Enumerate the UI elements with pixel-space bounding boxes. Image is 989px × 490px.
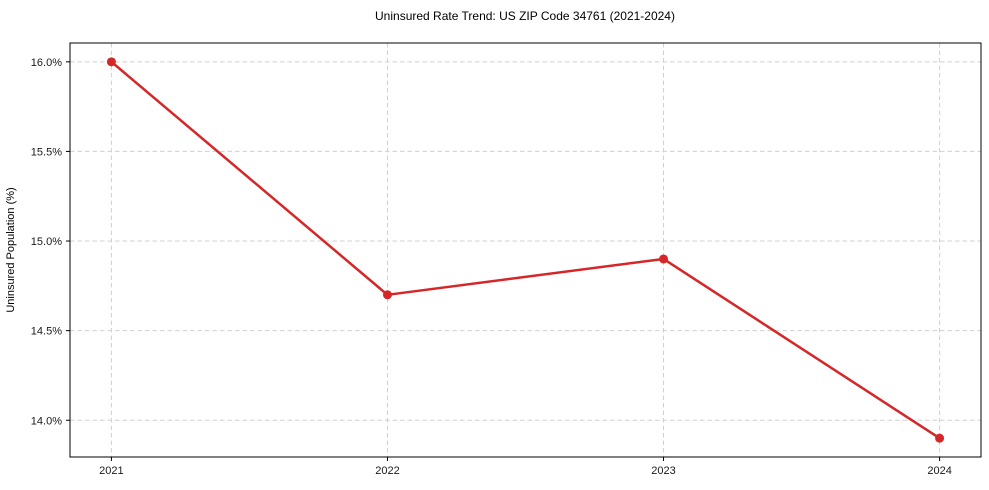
plot-border (69, 42, 982, 458)
axis-layer: 14.0% 14.5% 15.0% 15.5% 16.0% 2021 2022 2023 202… (31, 42, 982, 477)
y-axis-label: Uninsured Population (%) (5, 187, 17, 312)
data-point (106, 57, 116, 67)
x-tick-label: 2022 (375, 465, 399, 477)
data-point (659, 254, 669, 264)
y-tick-label: 15.0% (31, 236, 62, 248)
data-layer (106, 57, 945, 443)
chart-title: Uninsured Rate Trend: US ZIP Code 34761 … (375, 9, 675, 23)
x-tick-label: 2021 (99, 465, 123, 477)
x-tick-label: 2024 (927, 465, 951, 477)
trend-line (110, 60, 941, 440)
y-tick-label: 16.0% (31, 57, 62, 69)
y-tick-label: 14.0% (31, 415, 62, 427)
x-tick-label: 2023 (651, 465, 675, 477)
y-tick-label: 15.5% (31, 146, 62, 158)
grid-layer (70, 43, 981, 457)
y-tick-label: 14.5% (31, 326, 62, 338)
data-point (935, 433, 945, 443)
data-point (382, 290, 392, 300)
